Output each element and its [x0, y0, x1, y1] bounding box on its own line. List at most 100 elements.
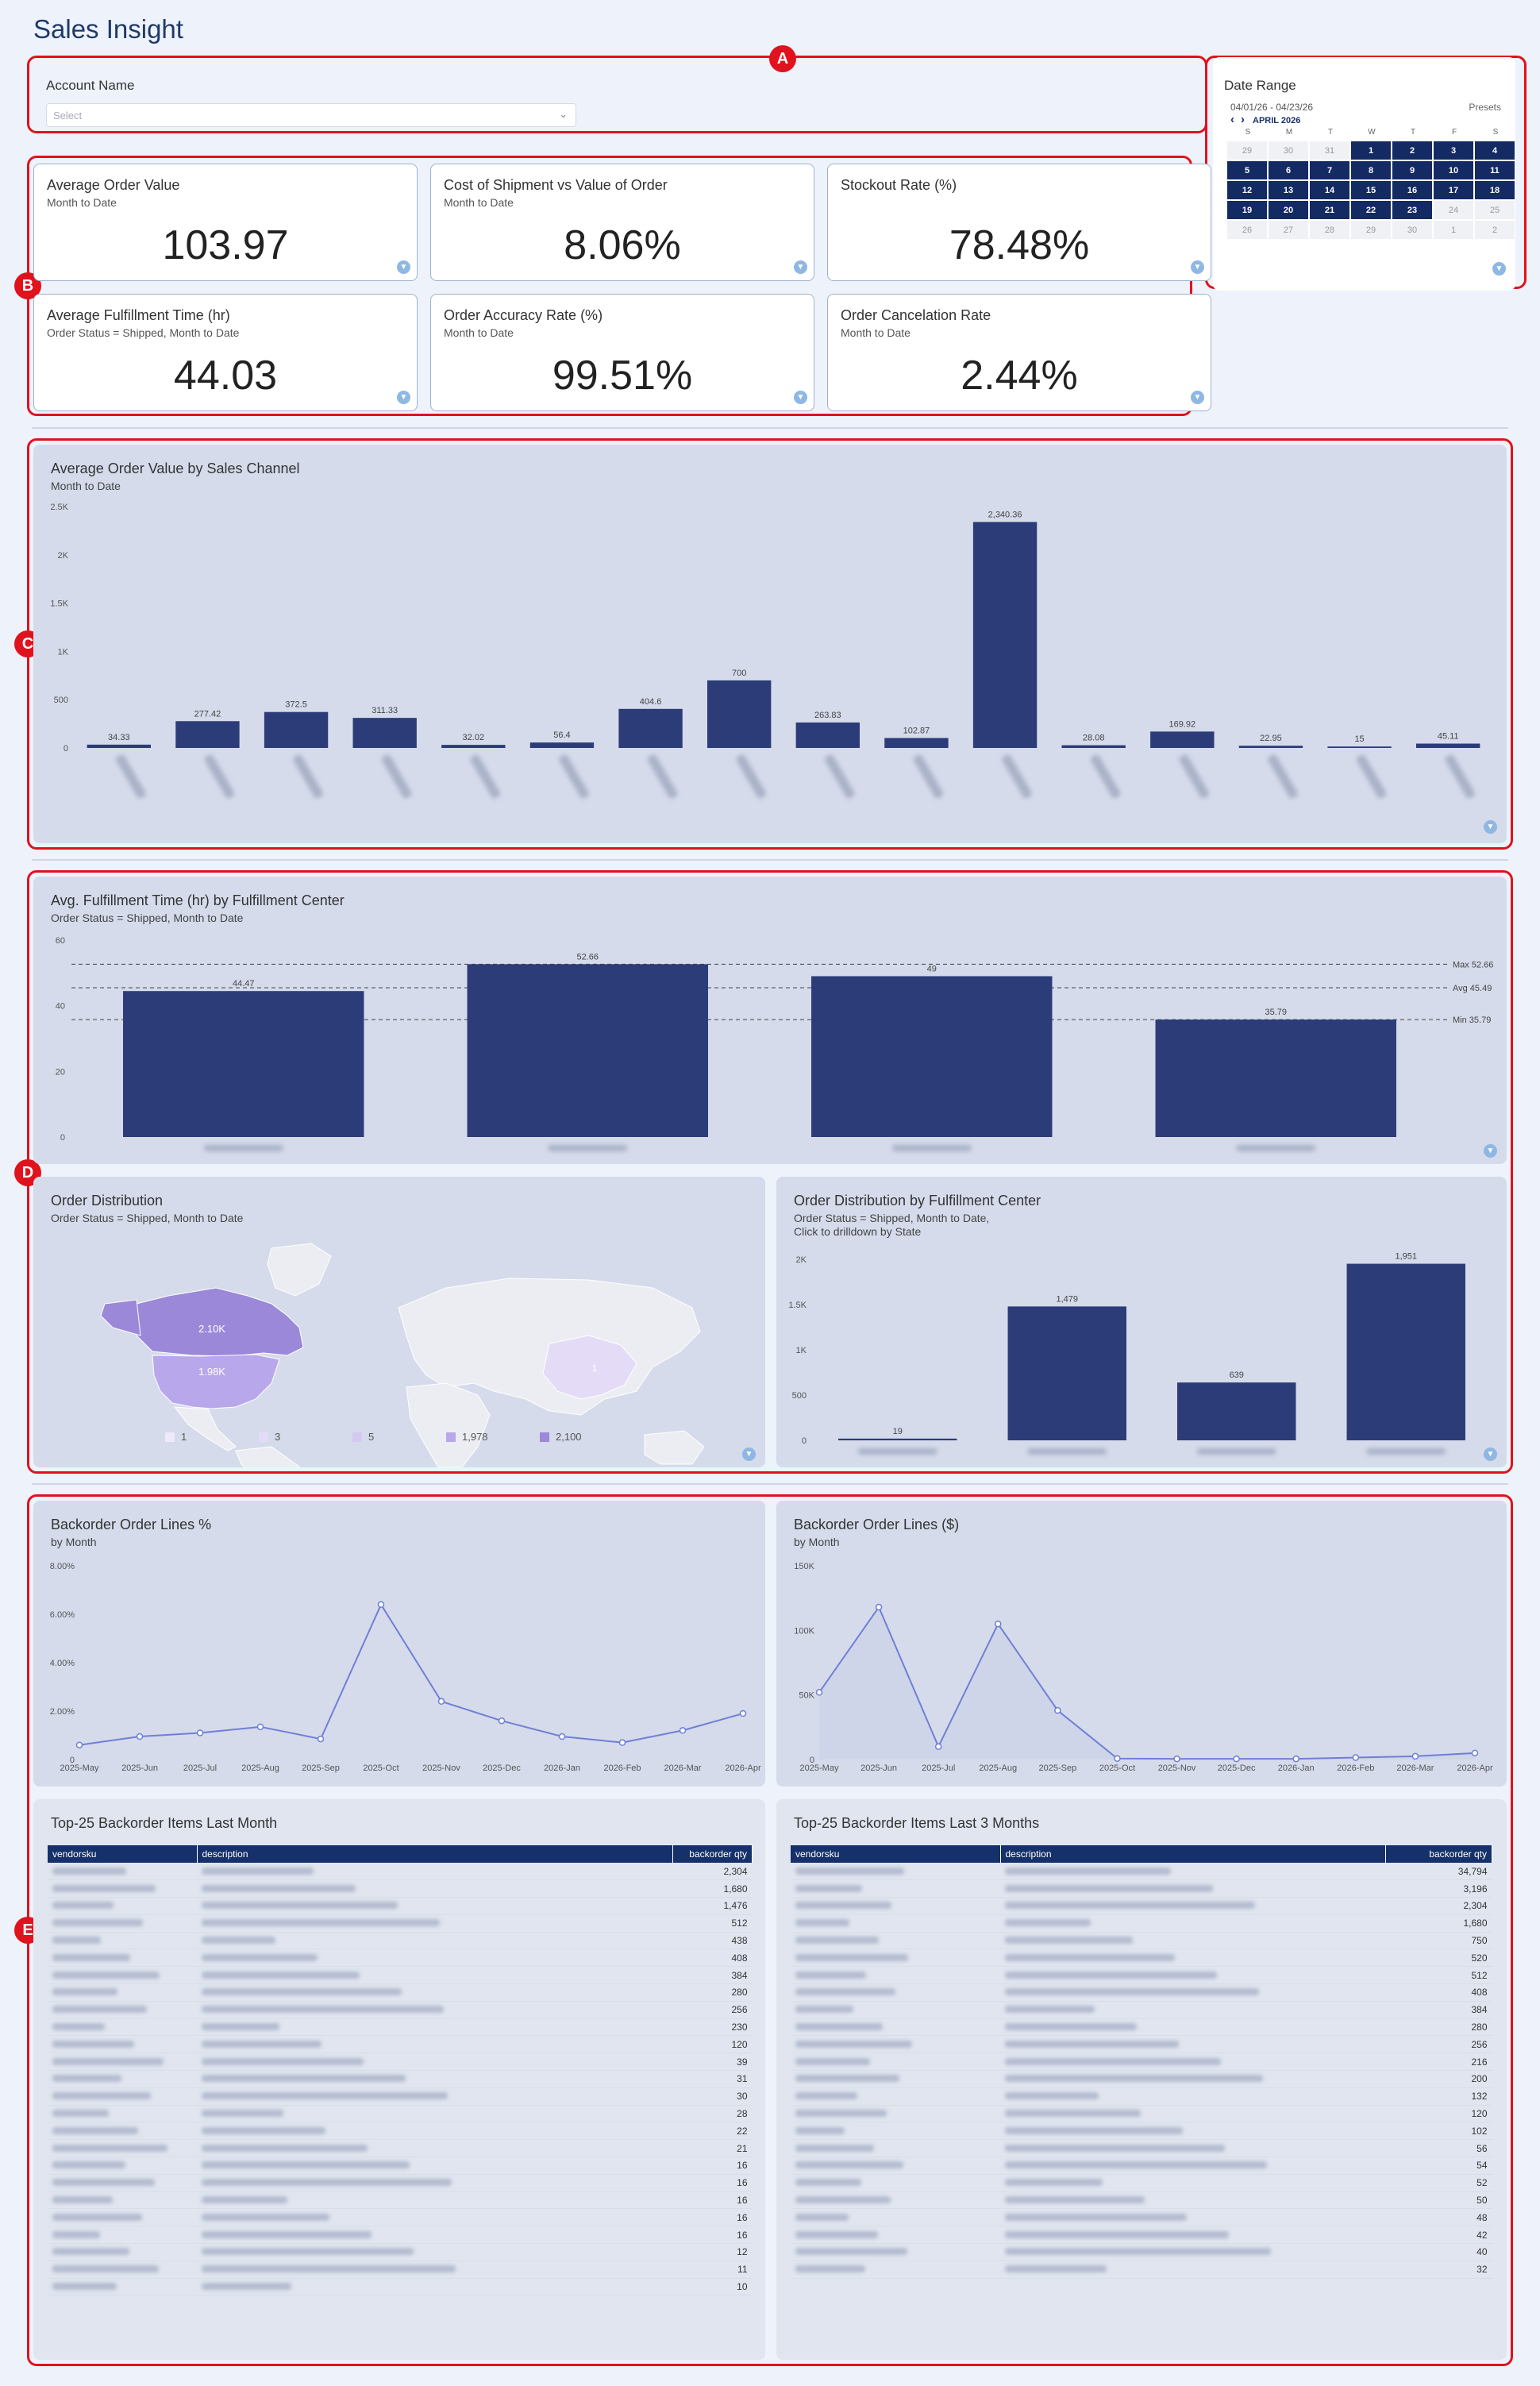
table-row[interactable]: 40	[791, 2243, 1492, 2261]
table-row[interactable]: 408	[791, 1983, 1492, 2002]
col-description[interactable]: description	[197, 1845, 673, 1863]
table-row[interactable]: 16	[48, 2157, 753, 2175]
table-row[interactable]: 1,680	[48, 1879, 753, 1898]
table-row[interactable]: 22	[48, 2122, 753, 2141]
calendar-day[interactable]: 30	[1269, 141, 1308, 160]
table-row[interactable]: 102	[791, 2122, 1492, 2141]
calendar-day[interactable]: 17	[1434, 181, 1473, 199]
filter-icon[interactable]: ▼	[1191, 391, 1204, 404]
calendar-day[interactable]: 19	[1227, 201, 1267, 219]
table-row[interactable]: 52	[791, 2174, 1492, 2192]
filter-icon[interactable]: ▼	[397, 391, 410, 404]
date-range-text[interactable]: 04/01/26 - 04/23/26	[1230, 102, 1314, 113]
calendar-day[interactable]: 21	[1310, 201, 1349, 219]
table-row[interactable]: 39	[48, 2053, 753, 2072]
table-row[interactable]: 216	[791, 2053, 1492, 2072]
calendar-day[interactable]: 1	[1434, 221, 1473, 239]
table-row[interactable]: 408	[48, 1949, 753, 1968]
table-row[interactable]: 120	[791, 2105, 1492, 2123]
table-row[interactable]: 21	[48, 2139, 753, 2158]
prev-month-icon[interactable]: ‹	[1230, 113, 1234, 126]
col-backorder-qty[interactable]: backorder qty	[672, 1845, 753, 1863]
calendar-day[interactable]: 20	[1269, 201, 1308, 219]
calendar-day[interactable]: 24	[1434, 201, 1473, 219]
calendar-day[interactable]: 2	[1392, 141, 1432, 160]
presets-button[interactable]: Presets	[1469, 102, 1501, 113]
col-description[interactable]: description	[1000, 1845, 1386, 1863]
calendar-day[interactable]: 29	[1351, 221, 1391, 239]
table-row[interactable]: 54	[791, 2157, 1492, 2175]
table-row[interactable]: 34,794	[791, 1863, 1492, 1881]
table-row[interactable]: 512	[48, 1914, 753, 1933]
calendar-day[interactable]: 22	[1351, 201, 1391, 219]
filter-icon[interactable]: ▼	[397, 260, 410, 274]
col-vendorsku[interactable]: vendorsku	[48, 1845, 198, 1863]
table-row[interactable]: 750	[791, 1932, 1492, 1950]
col-backorder-qty[interactable]: backorder qty	[1385, 1845, 1492, 1863]
account-name-select[interactable]: Select ⌄	[46, 103, 576, 127]
calendar-day[interactable]: 13	[1269, 181, 1308, 199]
table-row[interactable]: 438	[48, 1932, 753, 1950]
calendar-day[interactable]: 26	[1227, 221, 1267, 239]
table-row[interactable]: 16	[48, 2174, 753, 2192]
table-row[interactable]: 50	[791, 2191, 1492, 2210]
table-row[interactable]: 28	[48, 2105, 753, 2123]
filter-icon[interactable]: ▼	[742, 1447, 756, 1461]
table-row[interactable]: 48	[791, 2208, 1492, 2227]
table-row[interactable]: 1,680	[791, 1914, 1492, 1933]
table-row[interactable]: 16	[48, 2208, 753, 2227]
calendar-day[interactable]: 25	[1475, 201, 1515, 219]
calendar-day[interactable]: 23	[1392, 201, 1432, 219]
table-row[interactable]: 3,196	[791, 1879, 1492, 1898]
calendar-day[interactable]: 15	[1351, 181, 1391, 199]
calendar-day[interactable]: 16	[1392, 181, 1432, 199]
table-row[interactable]: 16	[48, 2226, 753, 2245]
calendar-day[interactable]: 14	[1310, 181, 1349, 199]
table-row[interactable]: 256	[791, 2035, 1492, 2054]
filter-icon[interactable]: ▼	[1484, 1447, 1497, 1461]
calendar-day[interactable]: 2	[1475, 221, 1515, 239]
table-row[interactable]: 11	[48, 2261, 753, 2279]
calendar-day[interactable]: 27	[1269, 221, 1308, 239]
calendar-day[interactable]: 8	[1351, 161, 1391, 179]
calendar-day[interactable]: 6	[1269, 161, 1308, 179]
table-row[interactable]: 42	[791, 2226, 1492, 2245]
filter-icon[interactable]: ▼	[1492, 262, 1506, 276]
filter-icon[interactable]: ▼	[1191, 260, 1204, 274]
table-row[interactable]: 1,476	[48, 1897, 753, 1915]
table-row[interactable]: 32	[791, 2261, 1492, 2279]
next-month-icon[interactable]: ›	[1241, 113, 1245, 126]
table-row[interactable]: 16	[48, 2191, 753, 2210]
table-row[interactable]: 2,304	[791, 1897, 1492, 1915]
table-row[interactable]: 56	[791, 2139, 1492, 2158]
calendar-day[interactable]: 9	[1392, 161, 1432, 179]
calendar-day[interactable]: 18	[1475, 181, 1515, 199]
calendar-day[interactable]: 7	[1310, 161, 1349, 179]
table-row[interactable]: 230	[48, 2018, 753, 2037]
col-vendorsku[interactable]: vendorsku	[791, 1845, 1001, 1863]
calendar-day[interactable]: 4	[1475, 141, 1515, 160]
table-row[interactable]: 520	[791, 1949, 1492, 1968]
table-row[interactable]: 31	[48, 2070, 753, 2088]
table-row[interactable]: 280	[48, 1983, 753, 2002]
table-row[interactable]: 10	[48, 2278, 753, 2296]
filter-icon[interactable]: ▼	[794, 260, 807, 274]
table-row[interactable]: 120	[48, 2035, 753, 2054]
calendar-day[interactable]: 28	[1310, 221, 1349, 239]
filter-icon[interactable]: ▼	[1484, 1144, 1497, 1158]
calendar-day[interactable]: 5	[1227, 161, 1267, 179]
filter-icon[interactable]: ▼	[1484, 820, 1497, 834]
table-row[interactable]: 200	[791, 2070, 1492, 2088]
calendar-day[interactable]: 31	[1310, 141, 1349, 160]
calendar-day[interactable]: 30	[1392, 221, 1432, 239]
filter-icon[interactable]: ▼	[794, 391, 807, 404]
table-row[interactable]: 30	[48, 2087, 753, 2106]
table-row[interactable]: 2,304	[48, 1863, 753, 1881]
table-row[interactable]: 12	[48, 2243, 753, 2261]
calendar-day[interactable]: 12	[1227, 181, 1267, 199]
table-row[interactable]: 384	[791, 2001, 1492, 2019]
calendar-day[interactable]: 3	[1434, 141, 1473, 160]
table-row[interactable]: 512	[791, 1966, 1492, 1985]
calendar-day[interactable]: 10	[1434, 161, 1473, 179]
calendar-day[interactable]: 1	[1351, 141, 1391, 160]
